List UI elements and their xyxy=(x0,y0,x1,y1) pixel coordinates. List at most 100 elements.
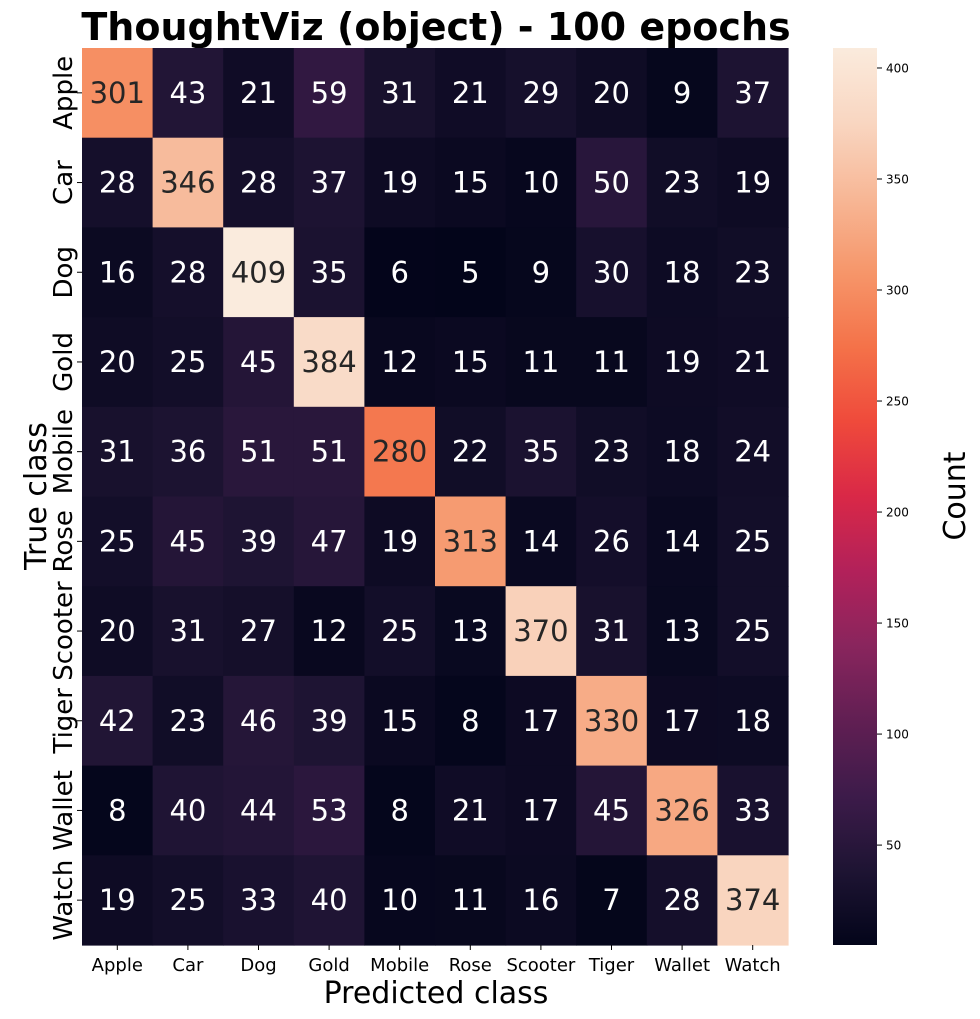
heatmap-cell xyxy=(364,317,436,408)
heatmap-cell xyxy=(152,855,224,946)
heatmap-cell xyxy=(82,496,154,587)
cell-value-label: 23 xyxy=(734,255,771,289)
cell-value-label: 12 xyxy=(381,345,418,379)
cell-value-label: 17 xyxy=(664,704,701,738)
cell-value-label: 31 xyxy=(169,614,206,648)
heatmap-cell xyxy=(223,137,295,228)
cell-value-label: 19 xyxy=(664,345,701,379)
heatmap-cell xyxy=(505,406,577,498)
x-tick-label: Gold xyxy=(308,955,349,976)
heatmap-cell xyxy=(364,496,436,587)
cell-value-label: 28 xyxy=(99,166,136,200)
heatmap-cell xyxy=(223,317,295,408)
x-tick-label: Apple xyxy=(92,955,143,976)
heatmap-cell xyxy=(82,48,154,139)
cell-value-label: 19 xyxy=(734,166,771,200)
heatmap-cell xyxy=(646,675,718,767)
cell-value-label: 17 xyxy=(522,704,559,738)
colorbar-tick-label: 300 xyxy=(886,284,909,298)
cell-value-label: 25 xyxy=(734,524,771,558)
y-axis-label: True class xyxy=(19,422,54,571)
heatmap-cell xyxy=(223,496,295,587)
heatmap-cell xyxy=(152,227,224,318)
cell-value-label: 16 xyxy=(99,255,136,289)
heatmap-cell xyxy=(293,137,365,228)
cell-value-label: 36 xyxy=(169,435,206,469)
x-tick-labels: Apple Car Dog Gold Mobile Rose Scooter Tiger Wal… xyxy=(92,945,781,976)
cell-value-label: 40 xyxy=(169,793,206,827)
heatmap-cell xyxy=(223,675,295,767)
cell-value-label: 25 xyxy=(169,345,206,379)
heatmap-cell xyxy=(364,855,436,946)
cell-value-label: 13 xyxy=(452,614,489,648)
heatmap-cell xyxy=(152,675,224,767)
cell-value-label: 11 xyxy=(452,883,489,917)
cell-value-label: 51 xyxy=(311,435,348,469)
y-tick-label: Watch xyxy=(49,860,79,941)
y-tick-label: Mobile xyxy=(49,409,79,494)
heatmap-cell xyxy=(82,227,154,318)
colorbar-tick-label: 200 xyxy=(886,506,909,520)
heatmap-cell xyxy=(293,227,365,318)
cell-value-label: 28 xyxy=(169,255,206,289)
cell-value-label: 29 xyxy=(522,76,559,110)
heatmap-cell xyxy=(435,227,507,318)
cell-value-label: 25 xyxy=(99,524,136,558)
colorbar-tick-label: 400 xyxy=(886,61,909,75)
heatmap-cell xyxy=(435,48,507,139)
colorbar-tick-label: 150 xyxy=(886,617,909,631)
heatmap-cell xyxy=(82,675,154,767)
cell-value-label: 53 xyxy=(311,793,348,827)
heatmap-cell xyxy=(717,227,789,318)
heatmap-cell xyxy=(152,48,224,139)
y-tick-label: Dog xyxy=(49,246,79,298)
heatmap-cell xyxy=(364,48,436,139)
heatmap-cell xyxy=(364,137,436,228)
heatmap-cell xyxy=(82,855,154,946)
cell-value-label: 25 xyxy=(169,883,206,917)
heatmap-cell xyxy=(435,137,507,228)
cell-value-label: 46 xyxy=(240,704,277,738)
heatmap-cell xyxy=(152,137,224,228)
heatmap-cell xyxy=(435,586,507,677)
cell-value-label: 35 xyxy=(522,435,559,469)
heatmap-cell xyxy=(152,586,224,677)
cell-value-label: 20 xyxy=(99,614,136,648)
heatmap-cell xyxy=(293,586,365,677)
cell-value-label: 13 xyxy=(664,614,701,648)
cell-value-label: 313 xyxy=(443,524,498,558)
heatmap-cell xyxy=(717,675,789,767)
cell-value-label: 26 xyxy=(593,524,630,558)
heatmap-cell xyxy=(717,406,789,498)
heatmap-cell xyxy=(646,406,718,498)
heatmap-cell xyxy=(223,227,295,318)
heatmap-cell xyxy=(223,406,295,498)
heatmap-cell xyxy=(576,48,648,139)
heatmap-cell xyxy=(152,496,224,587)
cell-value-label: 40 xyxy=(311,883,348,917)
cell-value-label: 21 xyxy=(452,76,489,110)
cell-value-label: 42 xyxy=(99,704,136,738)
cell-value-label: 16 xyxy=(522,883,559,917)
cell-value-label: 8 xyxy=(108,793,126,827)
cell-value-label: 8 xyxy=(390,793,408,827)
cell-value-label: 43 xyxy=(169,76,206,110)
heatmap-cell xyxy=(435,317,507,408)
heatmap-cell xyxy=(717,137,789,228)
heatmap-cell xyxy=(223,855,295,946)
heatmap-cell xyxy=(576,227,648,318)
cell-value-label: 15 xyxy=(452,166,489,200)
cell-value-label: 44 xyxy=(240,793,277,827)
cell-value-label: 18 xyxy=(664,435,701,469)
cell-value-label: 23 xyxy=(169,704,206,738)
cell-value-label: 45 xyxy=(169,524,206,558)
cell-value-label: 31 xyxy=(99,435,136,469)
heatmap-cell xyxy=(364,406,436,498)
cell-value-label: 47 xyxy=(311,524,348,558)
heatmap-cell xyxy=(576,137,648,228)
cell-value-label: 18 xyxy=(664,255,701,289)
cell-value-label: 346 xyxy=(160,166,215,200)
heatmap-cell xyxy=(364,227,436,318)
cell-value-label: 24 xyxy=(734,435,771,469)
